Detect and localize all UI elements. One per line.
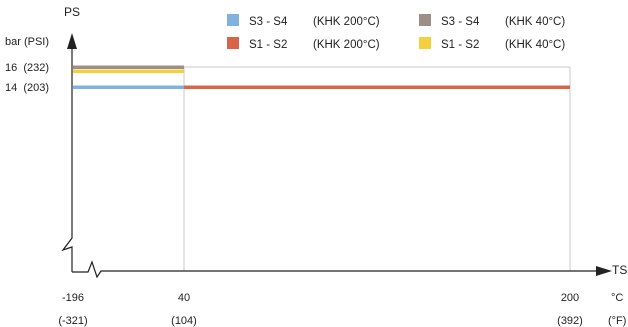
envelope-outline xyxy=(73,66,571,271)
legend-swatch-0 xyxy=(227,14,239,26)
x-tick-label-0: -196 xyxy=(62,292,84,304)
legend-label-0: S3 - S4 xyxy=(249,16,288,28)
series-3-segment-0 xyxy=(73,69,184,73)
y-axis-title: PS xyxy=(64,5,80,19)
legend-condition-2: (KHK 40°C) xyxy=(505,16,565,28)
legend-label-2: S3 - S4 xyxy=(441,16,480,28)
legend-condition-3: (KHK 40°C) xyxy=(505,39,565,51)
y-tick-label-1: 14 (203) xyxy=(5,82,49,94)
legend-condition-1: (KHK 200°C) xyxy=(313,39,380,51)
x-tick-label-1: 40 xyxy=(178,292,190,304)
y-tick-label-0: 16 (232) xyxy=(5,62,49,74)
series-2-segment-0 xyxy=(73,65,184,69)
legend-swatch-3 xyxy=(419,37,431,49)
tick-layer: -196 (-321) 40 (104) 200 (392) 16 (232) 14 (203… xyxy=(5,62,583,327)
x-axis-unit-alt: (°F) xyxy=(608,315,626,327)
y-axis-unit: bar (PSI) xyxy=(5,36,49,48)
legend-swatch-2 xyxy=(419,14,431,26)
x-tick-label-2: 200 xyxy=(561,292,579,304)
series-layer xyxy=(73,65,570,89)
legend: S3 - S4 (KHK 200°C) S1 - S2 (KHK 200°C) S3 -… xyxy=(227,14,565,51)
x-tick-label-alt-2: (392) xyxy=(557,315,583,327)
x-axis-unit: °C xyxy=(611,292,623,304)
legend-condition-0: (KHK 200°C) xyxy=(313,16,380,28)
legend-label-3: S1 - S2 xyxy=(441,39,479,51)
x-axis xyxy=(72,260,612,279)
series-1-segment-1 xyxy=(184,85,570,89)
x-axis-title: TS xyxy=(612,263,627,277)
x-tick-label-alt-1: (104) xyxy=(171,315,197,327)
y-axis xyxy=(61,33,77,272)
x-tick-label-alt-0: (-321) xyxy=(58,315,87,327)
legend-swatch-1 xyxy=(227,37,239,49)
legend-label-1: S1 - S2 xyxy=(249,39,287,51)
